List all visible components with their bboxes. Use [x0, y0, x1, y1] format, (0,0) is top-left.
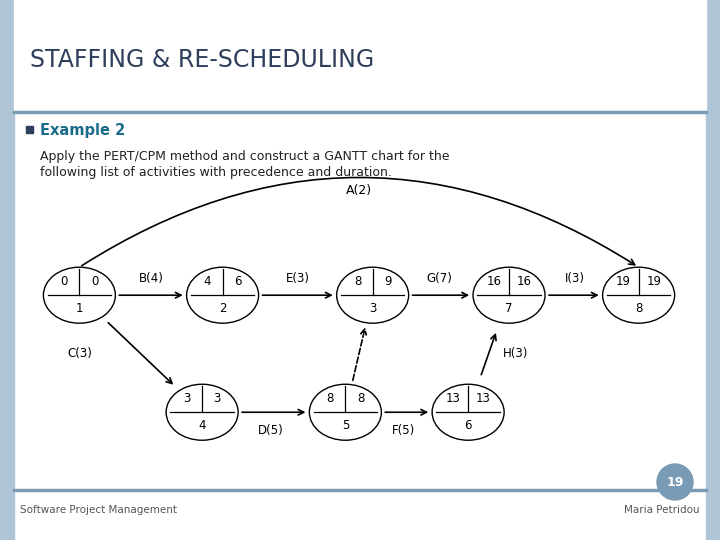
Text: 8: 8	[327, 392, 334, 406]
Text: 9: 9	[384, 275, 392, 288]
Text: 0: 0	[60, 275, 68, 288]
Text: Apply the PERT/CPM method and construct a GANTT chart for the: Apply the PERT/CPM method and construct …	[40, 150, 449, 163]
Text: Maria Petridou: Maria Petridou	[624, 505, 700, 515]
Text: 2: 2	[219, 301, 226, 315]
Bar	[26, 126, 33, 133]
Text: 8: 8	[635, 301, 642, 315]
Text: 8: 8	[357, 392, 364, 406]
Text: G(7): G(7)	[426, 272, 452, 285]
Circle shape	[657, 464, 693, 500]
Text: 19: 19	[616, 275, 631, 288]
Text: F(5): F(5)	[392, 424, 415, 437]
Text: 19: 19	[647, 275, 661, 288]
Text: B(4): B(4)	[138, 272, 163, 285]
Text: 6: 6	[234, 275, 241, 288]
Text: 7: 7	[505, 301, 513, 315]
Text: A(2): A(2)	[346, 184, 372, 197]
Text: 1: 1	[76, 301, 83, 315]
Bar	[706, 0, 720, 540]
Text: 3: 3	[184, 392, 191, 406]
Text: I(3): I(3)	[564, 272, 585, 285]
Text: 13: 13	[476, 392, 490, 406]
Text: 3: 3	[369, 301, 377, 315]
Text: STAFFING & RE-SCHEDULING: STAFFING & RE-SCHEDULING	[30, 48, 374, 72]
Bar	[0, 0, 14, 540]
Text: 6: 6	[464, 418, 472, 431]
Text: C(3): C(3)	[67, 347, 92, 360]
Text: 0: 0	[91, 275, 98, 288]
Text: 16: 16	[487, 275, 501, 288]
Text: 16: 16	[517, 275, 531, 288]
Bar	[14, 0, 706, 110]
Text: following list of activities with precedence and duration.: following list of activities with preced…	[40, 166, 392, 179]
Text: D(5): D(5)	[258, 424, 283, 437]
Text: 8: 8	[354, 275, 361, 288]
Text: 19: 19	[666, 476, 684, 489]
Text: E(3): E(3)	[286, 272, 310, 285]
Text: Example 2: Example 2	[40, 123, 125, 138]
Text: H(3): H(3)	[503, 347, 528, 360]
Text: 3: 3	[214, 392, 221, 406]
Text: 13: 13	[446, 392, 460, 406]
Text: Software Project Management: Software Project Management	[20, 505, 177, 515]
Text: 4: 4	[204, 275, 211, 288]
Text: 5: 5	[342, 418, 349, 431]
Text: 4: 4	[199, 418, 206, 431]
